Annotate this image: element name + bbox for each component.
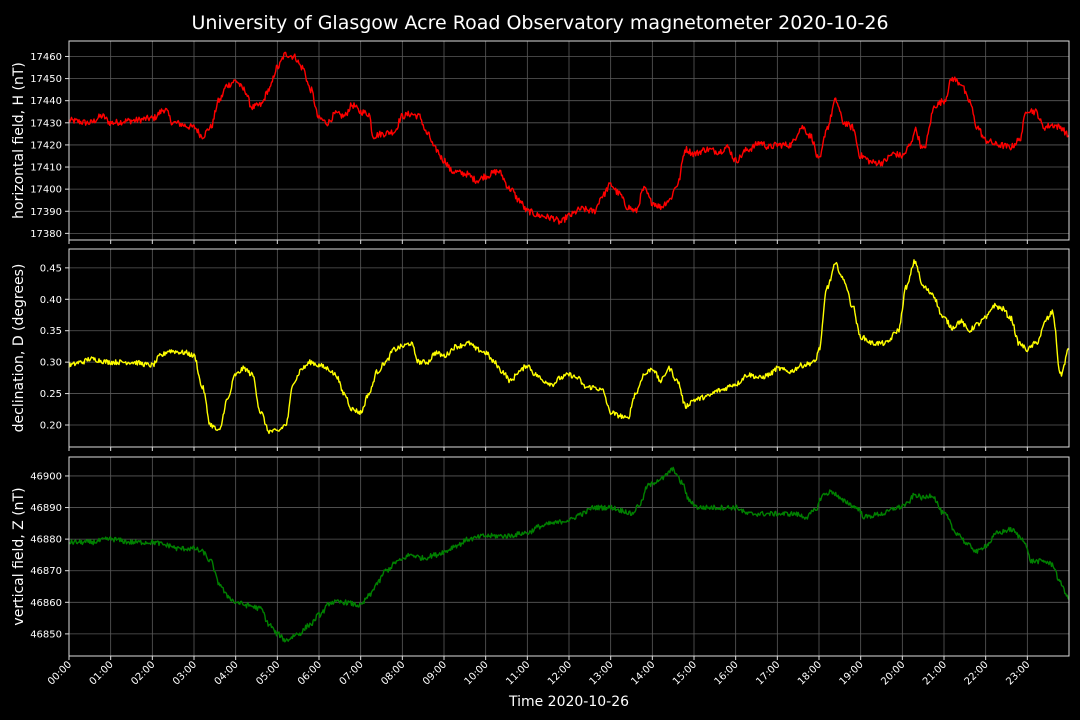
y-tick-label: 17420 [30, 140, 62, 151]
panels-group: 17380 17390 17400 17410 17420 17430 17440 17450… [11, 40, 1070, 660]
y-tick-label: 0.25 [40, 389, 62, 400]
y-tick-label: 46890 [30, 503, 62, 514]
panel-frame [68, 248, 1070, 448]
x-axis-label: Time 2020-10-26 [508, 694, 629, 710]
y-tick-label: 17440 [30, 96, 62, 107]
y-tick-label: 17450 [30, 74, 62, 85]
panel-2: 0.20 0.25 0.30 0.35 0.40 0.45 declination, D (… [11, 248, 1070, 451]
series-line-3 [68, 466, 1070, 643]
y-tick-label: 0.20 [40, 421, 62, 432]
y-tick-label: 17460 [30, 52, 62, 63]
panel-1: 17380 17390 17400 17410 17420 17430 17440 17450… [11, 40, 1070, 244]
series-line-2 [68, 259, 1070, 435]
y-tick-label: 46850 [30, 629, 62, 640]
y-tick-label: 46860 [30, 598, 62, 609]
y-axis-label: horizontal field, H (nT) [11, 62, 27, 219]
y-tick-label: 17400 [30, 185, 62, 196]
y-tick-label: 0.45 [40, 263, 62, 274]
y-axis-label: vertical field, Z (nT) [11, 487, 27, 625]
y-tick-label: 0.30 [40, 358, 62, 369]
y-axis-label: declination, D (degrees) [11, 264, 27, 433]
y-tick-label: 17380 [30, 229, 62, 240]
y-tick-label: 46870 [30, 566, 62, 577]
y-tick-label: 17390 [30, 207, 62, 218]
series-line-1 [68, 51, 1070, 225]
y-tick-label: 17410 [30, 163, 62, 174]
y-tick-label: 0.40 [40, 295, 62, 306]
chart-title: University of Glasgow Acre Road Observat… [191, 12, 888, 34]
panel-frame [68, 40, 1070, 241]
y-tick-label: 17430 [30, 118, 62, 129]
y-tick-label: 46880 [30, 535, 62, 546]
y-tick-label: 0.35 [40, 326, 62, 337]
panel-frame [68, 456, 1070, 657]
y-tick-label: 46900 [30, 471, 62, 482]
